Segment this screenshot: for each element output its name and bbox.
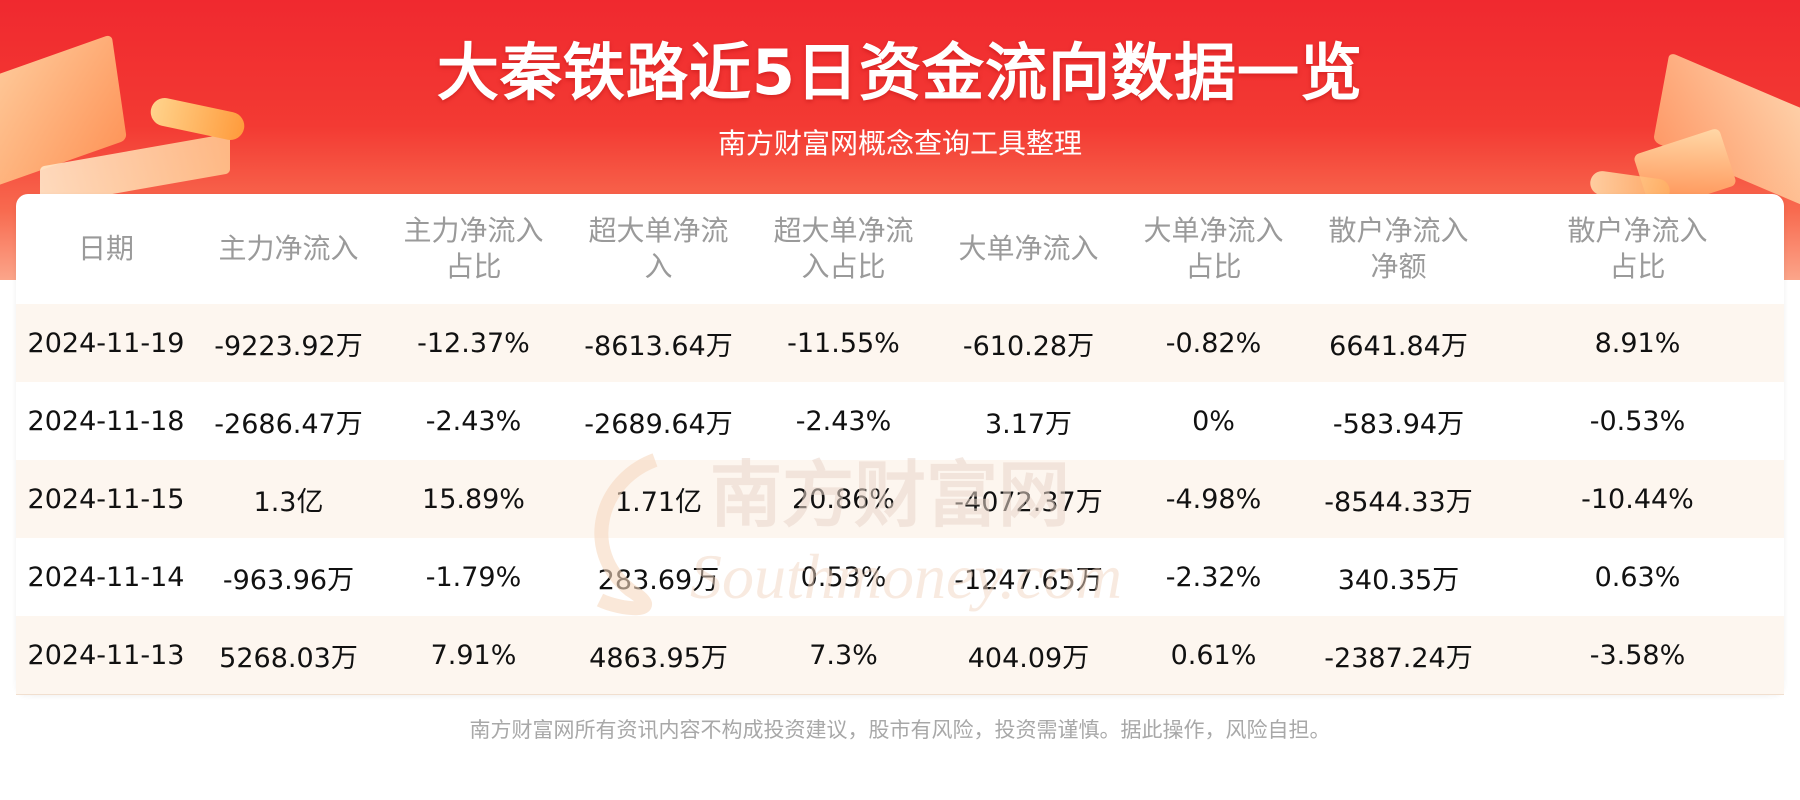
date-cell: 2024-11-13 bbox=[16, 616, 196, 694]
date-cell: 2024-11-19 bbox=[16, 304, 196, 382]
value-cell: -3.58% bbox=[1491, 616, 1784, 694]
column-header: 散户净流入 净额 bbox=[1328, 214, 1469, 283]
value-cell: -10.44% bbox=[1491, 460, 1784, 538]
disclaimer-text: 南方财富网所有资讯内容不构成投资建议，股市有风险，投资需谨慎。据此操作，风险自担… bbox=[469, 718, 1331, 742]
value-cell: -11.55% bbox=[751, 304, 936, 382]
value-cell: 404.09万 bbox=[936, 616, 1121, 694]
value-cell: -8613.64万 bbox=[566, 304, 751, 382]
value-cell: 283.69万 bbox=[566, 538, 751, 616]
table-row: 2024-11-18 -2686.47万 -2.43% -2689.64万 -2.43%… bbox=[16, 382, 1784, 460]
value-cell: -2.43% bbox=[381, 382, 566, 460]
date-cell: 2024-11-14 bbox=[16, 538, 196, 616]
value-cell: 8.91% bbox=[1491, 304, 1784, 382]
value-cell: -2689.64万 bbox=[566, 382, 751, 460]
value-cell: -583.94万 bbox=[1306, 382, 1491, 460]
footer-divider bbox=[16, 694, 1784, 695]
value-cell: 4863.95万 bbox=[566, 616, 751, 694]
table-header-row: 日期 主力净流入 主力净流入 占比 超大单净流 入超大单净流 入占比 大单净流入 大单净流… bbox=[16, 194, 1784, 304]
value-cell: 0% bbox=[1121, 382, 1306, 460]
value-cell: -2686.47万 bbox=[196, 382, 381, 460]
value-cell: -1247.65万 bbox=[936, 538, 1121, 616]
value-cell: 1.3亿 bbox=[196, 460, 381, 538]
value-cell: 3.17万 bbox=[936, 382, 1121, 460]
value-cell: -610.28万 bbox=[936, 304, 1121, 382]
table-row: 2024-11-15 1.3亿 15.89% 1.71亿 20.86% -4072.37万… bbox=[16, 460, 1784, 538]
value-cell: 7.3% bbox=[751, 616, 936, 694]
column-header: 超大单净流 入占比 bbox=[773, 214, 914, 283]
value-cell: 20.86% bbox=[751, 460, 936, 538]
value-cell: 5268.03万 bbox=[196, 616, 381, 694]
value-cell: -1.79% bbox=[381, 538, 566, 616]
value-cell: -0.53% bbox=[1491, 382, 1784, 460]
column-header: 大单净流入 bbox=[958, 232, 1099, 265]
table-row: 2024-11-13 5268.03万 7.91% 4863.95万 7.3% 404.0… bbox=[16, 616, 1784, 694]
value-cell: -2.32% bbox=[1121, 538, 1306, 616]
value-cell: -12.37% bbox=[381, 304, 566, 382]
value-cell: -8544.33万 bbox=[1306, 460, 1491, 538]
page-title: 大秦铁路近5日资金流向数据一览 bbox=[436, 36, 1364, 109]
value-cell: -2387.24万 bbox=[1306, 616, 1491, 694]
table-body: 2024-11-19 -9223.92万 -12.37% -8613.64万 -11.5… bbox=[16, 304, 1784, 694]
page-subtitle: 南方财富网概念查询工具整理 bbox=[717, 127, 1082, 160]
value-cell: -9223.92万 bbox=[196, 304, 381, 382]
value-cell: -4.98% bbox=[1121, 460, 1306, 538]
fund-flow-table: 日期 主力净流入 主力净流入 占比 超大单净流 入超大单净流 入占比 大单净流入 大单净流… bbox=[16, 194, 1784, 694]
value-cell: 1.71亿 bbox=[566, 460, 751, 538]
date-cell: 2024-11-18 bbox=[16, 382, 196, 460]
value-cell: 0.61% bbox=[1121, 616, 1306, 694]
column-header: 主力净流入 占比 bbox=[403, 214, 544, 283]
column-header: 大单净流入 占比 bbox=[1143, 214, 1284, 283]
value-cell: -0.82% bbox=[1121, 304, 1306, 382]
column-header: 日期 bbox=[77, 232, 134, 265]
value-cell: 6641.84万 bbox=[1306, 304, 1491, 382]
column-header: 主力净流入 bbox=[218, 232, 359, 265]
table-row: 2024-11-19 -9223.92万 -12.37% -8613.64万 -11.5… bbox=[16, 304, 1784, 382]
table-row: 2024-11-14 -963.96万 -1.79% 283.69万 0.53% -124… bbox=[16, 538, 1784, 616]
date-cell: 2024-11-15 bbox=[16, 460, 196, 538]
value-cell: -2.43% bbox=[751, 382, 936, 460]
value-cell: 0.63% bbox=[1491, 538, 1784, 616]
value-cell: 340.35万 bbox=[1306, 538, 1491, 616]
value-cell: 15.89% bbox=[381, 460, 566, 538]
column-header: 超大单净流 入 bbox=[588, 214, 729, 283]
value-cell: -4072.37万 bbox=[936, 460, 1121, 538]
column-header: 散户净流入 占比 bbox=[1567, 214, 1708, 283]
value-cell: -963.96万 bbox=[196, 538, 381, 616]
value-cell: 0.53% bbox=[751, 538, 936, 616]
value-cell: 7.91% bbox=[381, 616, 566, 694]
